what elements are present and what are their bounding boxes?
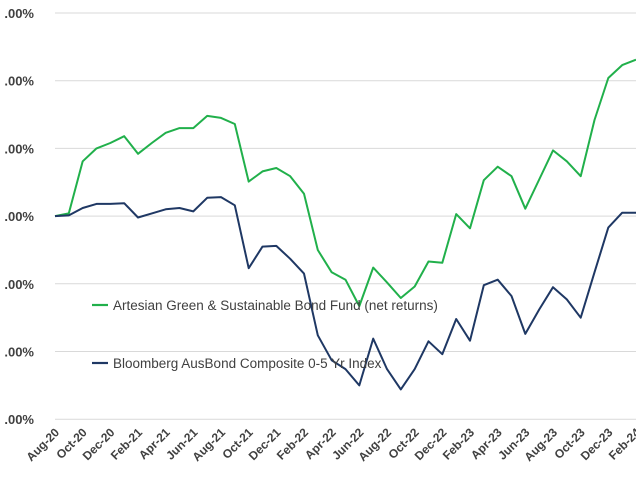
y-tick-label: .00% [4,6,34,21]
y-tick-label: .00% [4,277,34,292]
y-tick-label: .00% [4,412,34,427]
y-tick-label: .00% [4,345,34,360]
y-axis-tick-labels: .00% .00% .00% .00% .00% .00% .00% [4,6,34,427]
legend-label-ausbond-index: Bloomberg AusBond Composite 0-5 Yr Index [113,356,382,371]
series-line-green-bond-fund [54,58,636,308]
y-tick-label: .00% [4,209,34,224]
y-tick-label: .00% [4,74,34,89]
legend: Artesian Green & Sustainable Bond Fund (… [92,298,438,371]
x-axis-tick-labels: Aug-20Oct-20Dec-20Feb-21Apr-21Jun-21Aug-… [23,425,636,464]
gridlines [55,12,636,420]
x-tick-label: Aug-20 [23,425,62,464]
y-tick-label: .00% [4,141,34,156]
legend-label-green-bond-fund: Artesian Green & Sustainable Bond Fund (… [113,298,438,313]
series-line-ausbond-index [54,196,636,391]
series-lines [54,58,636,391]
